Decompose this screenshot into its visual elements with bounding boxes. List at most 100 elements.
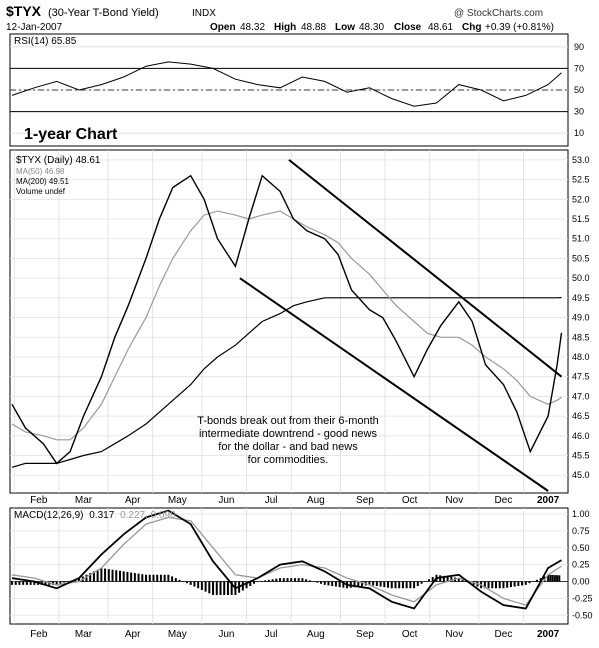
macd-hist-bar <box>342 581 345 588</box>
low-label: Low <box>335 22 355 33</box>
macd-hist-bar <box>487 581 490 589</box>
macd-hist-bar <box>156 574 159 582</box>
header: $TYX (30-Year T-Bond Yield) INDX @ Stock… <box>6 3 554 33</box>
macd-hist-bar <box>182 581 185 582</box>
macd-hist-bar <box>483 581 486 589</box>
macd-hist-bar <box>316 581 319 583</box>
macd-hist-bar <box>163 574 166 582</box>
macd-hist-bar <box>457 578 460 582</box>
macd-hist-bar <box>193 581 196 587</box>
month-label-nov: Nov <box>445 629 463 640</box>
price-tick: 47.5 <box>572 372 590 382</box>
macd-hist-bar <box>383 581 386 588</box>
price-tick: 52.5 <box>572 175 590 185</box>
macd-hist-bar <box>387 581 390 588</box>
macd-hist-bar <box>528 581 531 584</box>
macd-hist-bar <box>122 571 125 582</box>
ma200-line <box>11 296 562 468</box>
month-label-apr: Apr <box>125 629 141 640</box>
price-grid <box>10 150 568 493</box>
macd-hist-bar <box>267 579 270 582</box>
macd-hist-bar <box>107 569 110 582</box>
price-tick: 48.5 <box>572 332 590 342</box>
macd-hist-bar <box>260 580 263 582</box>
macd-tick: 1.00 <box>572 509 590 519</box>
symbol: $TYX <box>6 3 42 19</box>
month-label-jun: Jun <box>218 629 234 640</box>
macd-hist-bar <box>104 568 107 582</box>
macd-hist-bar <box>185 581 188 584</box>
price-tick: 46.5 <box>572 411 590 421</box>
month-label-may: May <box>168 629 187 640</box>
price-tick: 50.5 <box>572 253 590 263</box>
macd-hist-bar <box>215 581 218 595</box>
price-tick: 49.5 <box>572 293 590 303</box>
macd-hist-bar <box>308 580 311 582</box>
macd-hist-bar <box>130 572 133 582</box>
macd-hist-bar <box>556 575 559 582</box>
macd-hist-bar <box>22 581 25 585</box>
rsi-line <box>11 61 562 107</box>
month-label-aug: Aug <box>307 629 325 640</box>
month-label-may: May <box>168 495 187 506</box>
macd-hist-bar <box>159 574 162 582</box>
annotation-line-3: for the dollar - and bad news <box>218 441 358 453</box>
month-label-oct: Oct <box>402 495 418 506</box>
price-tick: 49.0 <box>572 313 590 323</box>
macd-hist-bar <box>517 581 520 586</box>
macd-hist-bar <box>327 581 330 586</box>
macd-hist-bar <box>167 574 170 582</box>
macd-hist-bar <box>92 571 95 582</box>
rsi-grid <box>10 46 568 134</box>
macd-hist-bar <box>558 575 561 582</box>
macd-hist-bar <box>446 576 449 582</box>
macd-hist-bar <box>301 578 304 582</box>
macd-hist-bar <box>11 581 13 585</box>
macd-hist-bar <box>14 581 17 585</box>
macd-hist-bar <box>372 581 375 586</box>
month-label-2007: 2007 <box>537 495 560 506</box>
macd-hist-bar <box>29 581 32 585</box>
date: 12-Jan-2007 <box>6 22 63 33</box>
macd-hist-bar <box>212 581 215 595</box>
macd-hist-bar <box>405 581 408 589</box>
macd-hist-bar <box>491 581 494 589</box>
macd-hist-bar <box>331 581 334 586</box>
macd-hist-bar <box>137 573 140 582</box>
month-label-sep: Sep <box>356 495 374 506</box>
annotation-line-2: intermediate downtrend - good news <box>199 428 377 440</box>
annotation-line-4: for commodities. <box>248 454 329 466</box>
open-label: Open <box>210 22 236 33</box>
macd-label: MACD(12,26,9) 0.317 0.227, 0.090 <box>14 510 176 521</box>
macd-hist-bar <box>416 581 419 586</box>
rsi-panel: 90 70 50 30 10 RSI(14) 65.85 1-year Chart <box>9 33 584 147</box>
price-legend: $TYX (Daily) 48.61 MA(50) 46.98 MA(200) … <box>16 155 101 196</box>
macd-hist-bar <box>100 568 103 582</box>
annotation: T-bonds break out from their 6-month int… <box>197 415 379 466</box>
macd-hist-bar <box>264 580 267 582</box>
macd-hist-bar <box>241 581 244 591</box>
rsi-tick: 30 <box>574 107 584 117</box>
macd-tick: 0.25 <box>572 560 590 570</box>
macd-hist-bar <box>133 573 136 582</box>
macd-hist-bar <box>368 581 371 585</box>
macd-hist-bar <box>549 574 552 582</box>
macd-hist-bar <box>551 574 554 582</box>
macd-hist-bar <box>390 581 393 589</box>
macd-hist-bar <box>145 574 148 582</box>
macd-hist-bar <box>290 578 293 582</box>
exchange: INDX <box>192 8 216 19</box>
high-value: 48.88 <box>301 22 326 33</box>
macd-hist-bar <box>379 581 382 587</box>
macd-hist-bar <box>249 581 252 586</box>
price-tick: 45.5 <box>572 451 590 461</box>
macd-hist-bar <box>338 581 341 588</box>
month-label-dec: Dec <box>495 629 513 640</box>
macd-hist-bar <box>66 581 69 582</box>
macd-hist-bar <box>174 578 177 582</box>
macd-hist-bar <box>293 578 296 582</box>
month-label-feb: Feb <box>30 629 48 640</box>
price-line <box>11 174 563 465</box>
macd-hist-bar <box>223 581 226 595</box>
